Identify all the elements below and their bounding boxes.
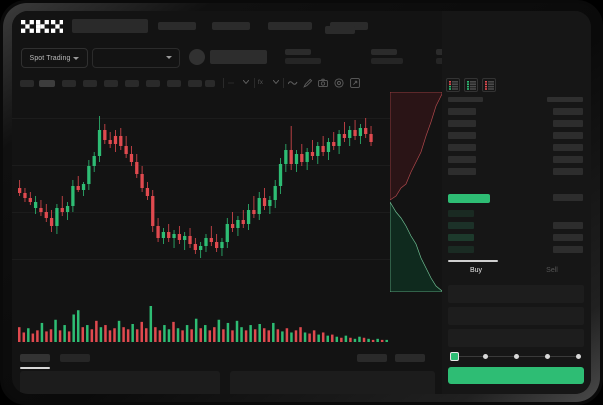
chevron-down-icon bbox=[166, 56, 172, 59]
price-input[interactable] bbox=[448, 285, 584, 303]
slider-handle[interactable] bbox=[450, 352, 459, 361]
orderbook-bid-row[interactable] bbox=[442, 222, 591, 230]
orderbook-view-bids-icon[interactable] bbox=[464, 78, 478, 92]
snapshot-icon[interactable] bbox=[318, 78, 328, 88]
pair-name-label bbox=[210, 50, 267, 64]
submit-order-button[interactable] bbox=[448, 367, 584, 384]
orderbook-bid-row[interactable] bbox=[442, 234, 591, 242]
nav-item-1[interactable] bbox=[158, 22, 196, 30]
orders-panel-tabs bbox=[12, 347, 442, 369]
nav-item-3[interactable] bbox=[268, 22, 312, 30]
tab-order-history[interactable] bbox=[60, 354, 90, 362]
order-form-tabs: Buy Sell bbox=[442, 267, 591, 283]
toolbar-separator bbox=[283, 78, 284, 88]
indicators-icon[interactable]: fx bbox=[258, 79, 264, 86]
candlestick-series bbox=[18, 116, 373, 258]
orderbook-view-toggles bbox=[446, 77, 587, 93]
timeframe-15m[interactable] bbox=[62, 80, 76, 87]
app-screen: Spot Trading bbox=[12, 11, 591, 394]
orderbook-ask-row[interactable] bbox=[442, 132, 591, 140]
chart-toolbar: ⋯ fx bbox=[12, 74, 390, 93]
slider-stop-75[interactable] bbox=[545, 353, 550, 359]
pair-coin-avatar bbox=[189, 49, 205, 65]
orderbook-bid-row[interactable] bbox=[442, 210, 591, 218]
timeframe-1m[interactable] bbox=[20, 80, 34, 87]
timeframe-4h[interactable] bbox=[125, 80, 139, 87]
chart-settings-icon[interactable] bbox=[334, 78, 344, 88]
search-input[interactable] bbox=[72, 19, 148, 33]
timeframe-1mo[interactable] bbox=[188, 80, 202, 87]
orderbook-scrollbar[interactable] bbox=[448, 260, 498, 262]
orderbook-spread-amount bbox=[442, 194, 591, 202]
chart-type-icon[interactable]: ⋯ bbox=[228, 80, 235, 87]
trading-pair-selector[interactable] bbox=[92, 48, 180, 68]
chart-type-dropdown-icon[interactable] bbox=[243, 80, 249, 84]
stat-price bbox=[285, 49, 321, 64]
bottom-action-1[interactable] bbox=[357, 354, 387, 362]
timeframe-1h[interactable] bbox=[104, 80, 118, 87]
orderbook-ask-row[interactable] bbox=[442, 120, 591, 128]
toolbar-separator bbox=[254, 78, 255, 88]
timeframe-1w[interactable] bbox=[167, 80, 181, 87]
toolbar-separator bbox=[223, 78, 224, 88]
compare-icon[interactable] bbox=[288, 79, 298, 87]
orderbook-view-asks-icon[interactable] bbox=[482, 78, 496, 92]
timeframe-5m[interactable] bbox=[39, 80, 55, 87]
market-depth-overlay bbox=[390, 92, 442, 292]
orderbook-column-headers bbox=[442, 95, 591, 105]
orderbook-last-price bbox=[448, 194, 490, 203]
orderbook-ask-row[interactable] bbox=[442, 168, 591, 176]
chart-gridline bbox=[12, 165, 390, 166]
amount-percent-slider[interactable] bbox=[450, 351, 582, 361]
orderbook-ask-row[interactable] bbox=[442, 156, 591, 164]
pair-status-badge bbox=[325, 26, 355, 34]
fullscreen-icon[interactable] bbox=[350, 78, 360, 88]
okx-logo[interactable] bbox=[21, 20, 63, 33]
orders-content-area bbox=[12, 371, 442, 394]
orderbook-and-order-form: Buy Sell bbox=[442, 11, 591, 394]
active-tab-underline bbox=[20, 367, 50, 369]
orderbook-view-both-icon[interactable] bbox=[446, 78, 460, 92]
tab-sell[interactable]: Sell bbox=[546, 267, 558, 274]
tab-open-orders[interactable] bbox=[20, 354, 50, 362]
orderbook-header-price bbox=[448, 97, 483, 102]
orderbook-bid-row[interactable] bbox=[442, 246, 591, 254]
bottom-box-right[interactable] bbox=[230, 371, 435, 394]
drawing-tools-icon[interactable] bbox=[303, 78, 313, 88]
timeframe-1d[interactable] bbox=[146, 80, 160, 87]
chart-gridline bbox=[12, 118, 390, 119]
timeframe-more[interactable] bbox=[205, 80, 215, 87]
tab-buy[interactable]: Buy bbox=[469, 267, 483, 274]
indicators-dropdown-icon[interactable] bbox=[273, 80, 279, 84]
stat-change bbox=[371, 49, 403, 64]
chart-gridline bbox=[12, 212, 390, 213]
orderbook-ask-row[interactable] bbox=[442, 108, 591, 116]
slider-stop-50[interactable] bbox=[514, 353, 519, 359]
orderbook-ask-row[interactable] bbox=[442, 144, 591, 152]
slider-stop-25[interactable] bbox=[483, 353, 488, 359]
bottom-action-2[interactable] bbox=[395, 354, 425, 362]
total-input[interactable] bbox=[448, 329, 584, 347]
orderbook-header-amount bbox=[547, 97, 583, 102]
bottom-box-left[interactable] bbox=[20, 371, 220, 394]
nav-item-2[interactable] bbox=[212, 22, 250, 30]
volume-chart bbox=[12, 302, 390, 347]
amount-input[interactable] bbox=[448, 307, 584, 325]
timeframe-30m[interactable] bbox=[83, 80, 97, 87]
market-type-selector[interactable]: Spot Trading bbox=[21, 48, 88, 68]
price-chart[interactable] bbox=[12, 92, 390, 302]
chart-gridline bbox=[12, 259, 390, 260]
market-type-label: Spot Trading bbox=[29, 54, 71, 62]
chevron-down-icon bbox=[73, 56, 80, 60]
slider-stop-100[interactable] bbox=[576, 353, 581, 359]
